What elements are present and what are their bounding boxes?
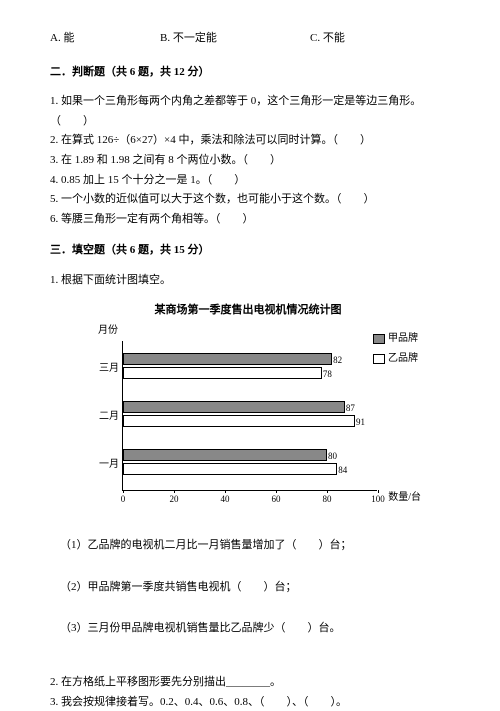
y-axis-label: 月份 — [98, 323, 118, 339]
option-a: A. 能 — [50, 30, 160, 48]
x-tick: 0 — [113, 492, 133, 506]
x-tick: 60 — [266, 492, 286, 506]
judge-q5: 5. 一个小数的近似值可以大于这个数，也可能小于这个数。（ ） — [50, 191, 450, 209]
bar-brand-b: 78 — [123, 367, 322, 379]
bar-chart: 某商场第一季度售出电视机情况统计图 月份 甲品牌 乙品牌 数量/台 三月8278… — [78, 302, 418, 514]
month-label: 二月 — [93, 409, 119, 425]
bar-brand-a: 87 — [123, 401, 345, 413]
judge-q6: 6. 等腰三角形一定有两个角相等。（ ） — [50, 211, 450, 229]
legend-brand-b: 乙品牌 — [373, 351, 418, 367]
month-label: 一月 — [93, 457, 119, 473]
section-3-header: 三．填空题（共 6 题，共 15 分） — [50, 242, 450, 260]
bar-value: 82 — [333, 353, 342, 367]
section-2-header: 二．判断题（共 6 题，共 12 分） — [50, 64, 450, 82]
multiple-choice-options: A. 能 B. 不一定能 C. 不能 — [50, 30, 450, 48]
option-b: B. 不一定能 — [160, 30, 310, 48]
x-tick: 100 — [368, 492, 388, 506]
fill-q1-intro: 1. 根据下面统计图填空。 — [50, 272, 450, 290]
legend-brand-a: 甲品牌 — [373, 331, 418, 347]
bar-value: 84 — [338, 463, 347, 477]
option-c: C. 不能 — [310, 30, 345, 48]
bar-brand-b: 84 — [123, 463, 337, 475]
chart-title: 某商场第一季度售出电视机情况统计图 — [78, 302, 418, 320]
fill-q1-sub3: （3）三月份甲品牌电视机销售量比乙品牌少（ ）台。 — [60, 620, 450, 638]
month-label: 三月 — [93, 361, 119, 377]
x-tick: 40 — [215, 492, 235, 506]
chart-area: 月份 甲品牌 乙品牌 数量/台 三月8278二月8791一月8084020406… — [78, 323, 418, 513]
fill-q1-sub2: （2）甲品牌第一季度共销售电视机（ ）台； — [60, 579, 450, 597]
judge-q3: 3. 在 1.89 和 1.98 之间有 8 个两位小数。（ ） — [50, 152, 450, 170]
bar-value: 91 — [356, 415, 365, 429]
fill-q3: 3. 我会按规律接着写。0.2、0.4、0.6、0.8、（ ）、（ ）。 — [50, 694, 450, 711]
bar-brand-a: 80 — [123, 449, 327, 461]
judge-q4: 4. 0.85 加上 15 个十分之一是 1。（ ） — [50, 172, 450, 190]
judge-q1-line1: 1. 如果一个三角形每两个内角之差都等于 0，这个三角形一定是等边三角形。 — [50, 93, 450, 111]
bar-brand-a: 82 — [123, 353, 332, 365]
fill-q1-sub1: （1）乙品牌的电视机二月比一月销售量增加了（ ）台； — [60, 537, 450, 555]
legend-label-b: 乙品牌 — [388, 351, 418, 367]
x-tick: 20 — [164, 492, 184, 506]
x-tick: 80 — [317, 492, 337, 506]
bar-brand-b: 91 — [123, 415, 355, 427]
bar-value: 80 — [328, 449, 337, 463]
chart-legend: 甲品牌 乙品牌 — [373, 331, 418, 371]
judge-q2: 2. 在算式 126÷（6×27）×4 中，乘法和除法可以同时计算。（ ） — [50, 132, 450, 150]
judge-q1-line2: （ ） — [50, 113, 450, 131]
x-axis-label: 数量/台 — [388, 490, 421, 506]
fill-q2: 2. 在方格纸上平移图形要先分别描出________。 — [50, 674, 450, 692]
bar-value: 78 — [323, 367, 332, 381]
legend-label-a: 甲品牌 — [388, 331, 418, 347]
bar-value: 87 — [346, 401, 355, 415]
chart-plot-area: 数量/台 三月8278二月8791一月8084020406080100 — [122, 341, 377, 491]
